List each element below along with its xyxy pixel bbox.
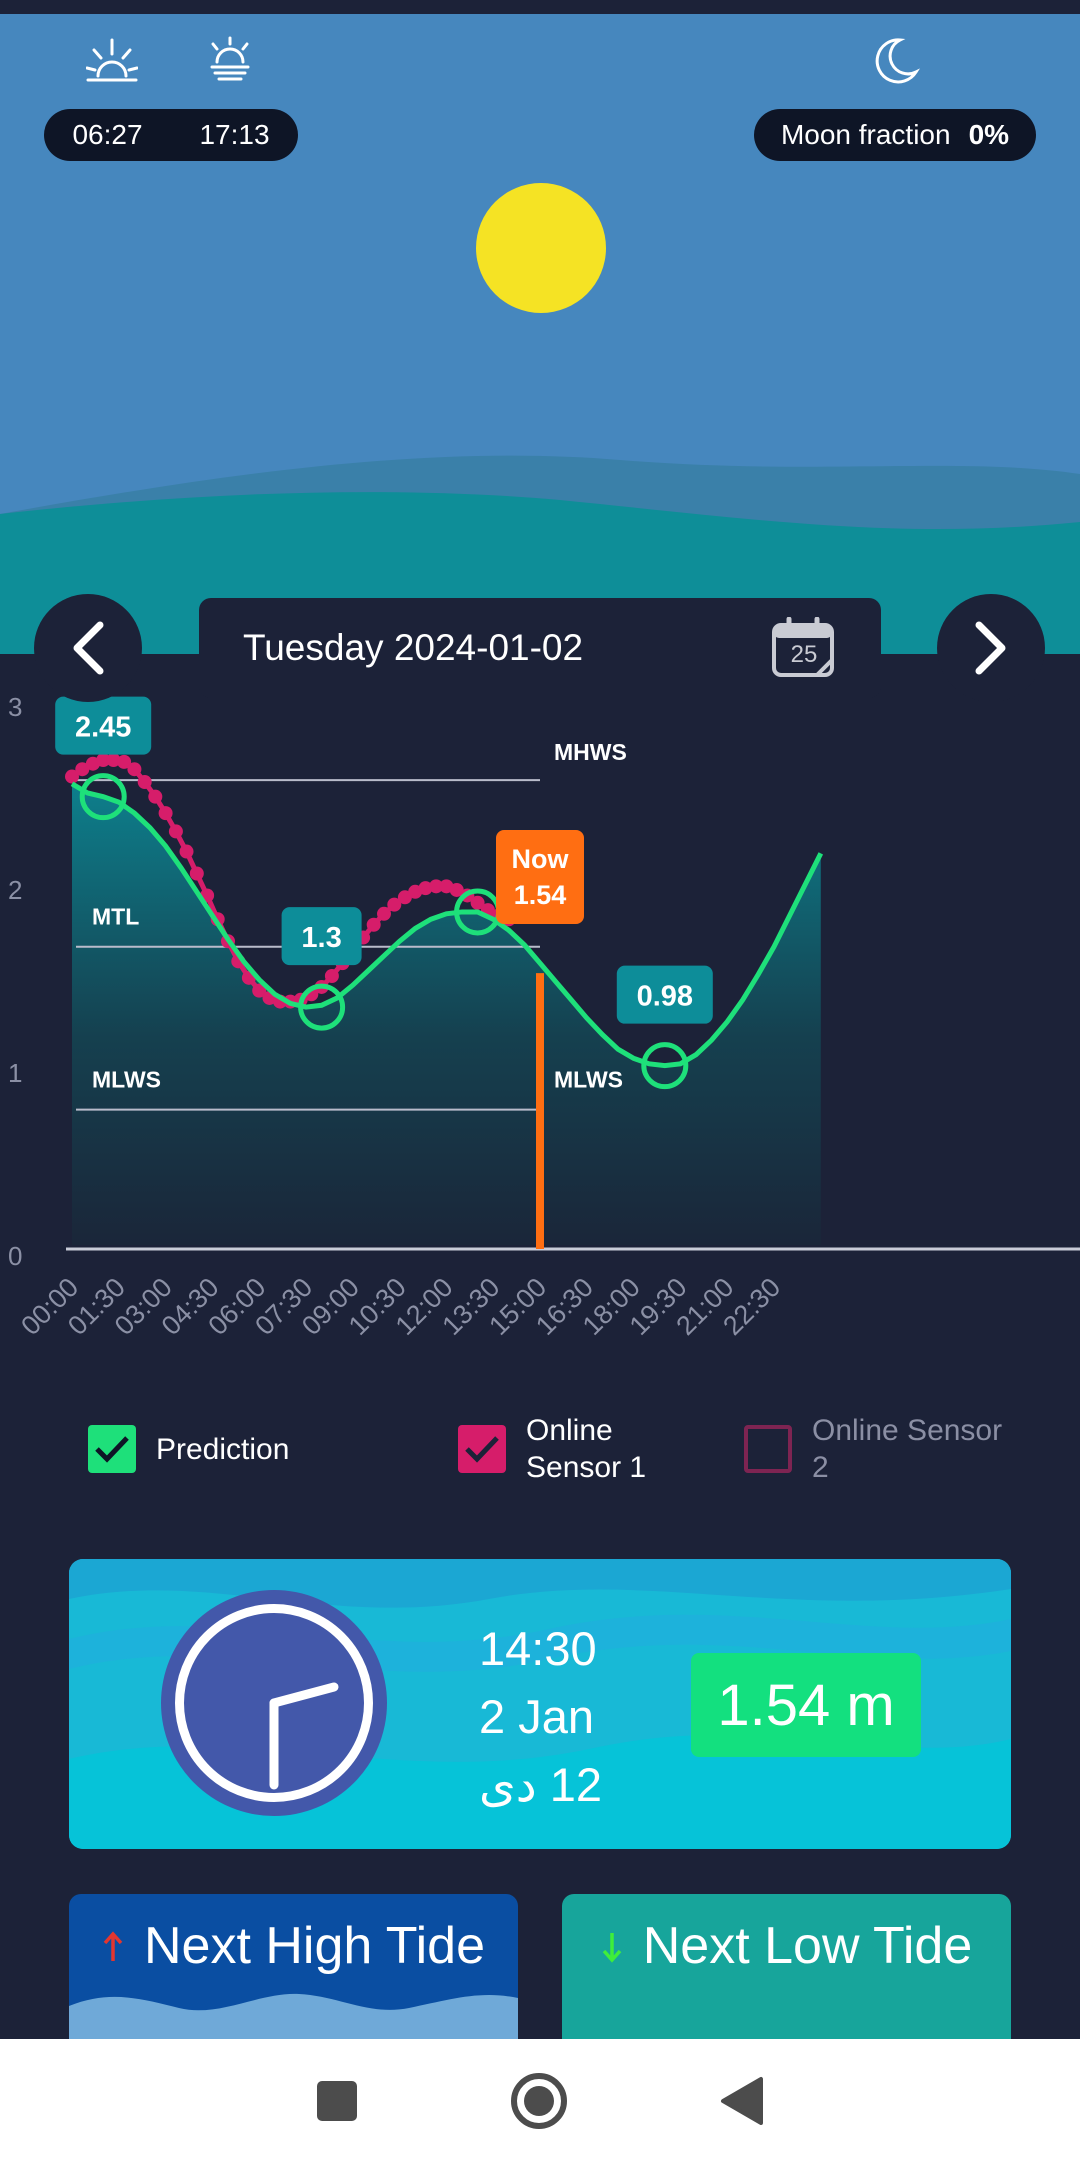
legend-online-sensor-1[interactable]: Online Sensor 1 [458,1412,646,1486]
now-badge [496,830,584,924]
next-day-button[interactable] [937,594,1045,702]
online-sensor-1-point [75,762,90,777]
extremum-marker [79,773,127,821]
legend-prediction[interactable]: Prediction [88,1425,289,1473]
online-sensor-2-checkbox[interactable] [744,1425,792,1473]
system-navigation-bar [0,2039,1080,2167]
circle-icon[interactable] [509,2071,569,2136]
extremum-label: 2.45 [75,712,131,744]
moon-fraction-label: Moon fraction [780,119,951,150]
online-sensor-1-point [387,897,402,912]
y-tick-label: 1 [8,1058,22,1088]
now-badge-value: 1.54 [514,880,567,910]
extremum-label-box [616,965,713,1024]
next-high-tide-card[interactable]: Next High Tide [69,1894,518,2039]
online-sensor-1-label: Online Sensor 1 [526,1414,647,1484]
extremum-marker [298,983,346,1031]
arrow-up-icon [102,1916,124,1976]
sun-times-pill: 06:27 17:13 [44,109,298,161]
online-sensor-1-point [252,983,267,998]
sunrise-icon [86,36,138,84]
online-sensor-1-point [179,844,194,859]
date-selector[interactable]: Tuesday 2024-01-02 25 [199,598,881,698]
online-sensor-1-point [148,789,163,804]
chevron-left-icon [68,621,108,675]
online-sensor-1-point [96,753,111,768]
reference-label-mtl: MTL [92,904,139,930]
online-sensor-1-point [397,890,412,905]
online-sensor-1-point [324,968,339,983]
prediction-line [70,781,824,1069]
online-sensor-1-point [65,769,79,784]
calendar-day-number: 25 [790,641,818,668]
status-strip [0,0,1080,14]
online-sensor-1-checkbox[interactable] [458,1425,506,1473]
legend-online-sensor-2[interactable]: Online Sensor 2 [744,1412,1002,1486]
check-icon [95,1436,129,1463]
extremum-marker [641,1042,689,1090]
current-date: 2 Jan [479,1690,594,1743]
online-sensor-1-point [168,824,183,839]
current-persian-date: 12 دی [479,1758,603,1811]
selected-date: Tuesday 2024-01-02 [243,627,584,668]
online-sensor-1-point [470,895,485,910]
previous-day-button[interactable] [34,594,142,702]
extremum-label-box [55,696,152,755]
current-level-card: 14:30 2 Jan 12 دی 1.54 m [69,1559,1011,1849]
prediction-checkbox[interactable] [88,1425,136,1473]
y-tick-label: 2 [8,875,22,905]
extremum-label: 1.3 [301,922,341,954]
online-sensor-1-point [418,881,433,896]
next-low-tide-card[interactable]: Next Low Tide [562,1894,1011,2039]
moon-fraction-pill: Moon fraction 0% [754,109,1036,161]
online-sensor-1-point [449,882,464,897]
calendar-icon[interactable]: 25 [771,617,837,679]
reference-label-mlws: MLWS [92,1067,161,1093]
y-tick-label: 3 [8,692,22,722]
online-sensor-1-point [106,753,121,768]
online-sensor-1-point [127,762,142,777]
online-sensor-2-label: Online Sensor 2 [812,1414,1003,1484]
clock-icon [161,1590,387,1816]
chevron-right-icon [971,621,1011,675]
prediction-area [72,783,821,1245]
now-badge-label: Now [512,844,570,874]
online-sensor-1-point [137,775,152,790]
online-sensor-1-point [429,879,444,894]
prediction-label: Prediction [156,1432,290,1466]
sun-disc [476,183,606,313]
online-sensor-1-point [366,917,381,932]
online-sensor-1-point [377,906,391,921]
sunset-icon [204,36,256,84]
extremum-label-box [281,907,362,966]
moon-fraction-value: 0% [968,119,1010,150]
current-datetime: 14:30 2 Jan 12 دی [479,1615,739,1819]
sunset-time: 17:13 [199,119,270,150]
next-low-tide-label: Next Low Tide [642,1917,973,1975]
triangle-back-icon[interactable] [719,2076,765,2131]
current-time: 14:30 [479,1622,597,1675]
reference-label-mlws-right: MLWS [554,1067,623,1093]
online-sensor-1-point [117,754,132,769]
sunrise-time: 06:27 [72,119,143,150]
next-high-tide-label: Next High Tide [143,1917,486,1975]
check-icon [465,1436,499,1463]
y-tick-label: 0 [8,1241,22,1271]
online-sensor-1-point [158,806,173,821]
moon-icon [870,36,920,86]
reference-label-mhws: MHWS [554,739,627,765]
online-sensor-1-point [189,866,204,881]
extremum-label: 0.98 [637,981,693,1013]
arrow-down-icon [601,1916,623,1976]
tide-chart[interactable]: 0 1 2 3 MHWS MTL MLWS MLWS 2.45 1.3 0.98 Now 1.54 00:… [0,680,1080,1370]
current-level-badge: 1.54 m [691,1653,921,1757]
square-icon[interactable] [315,2079,359,2128]
